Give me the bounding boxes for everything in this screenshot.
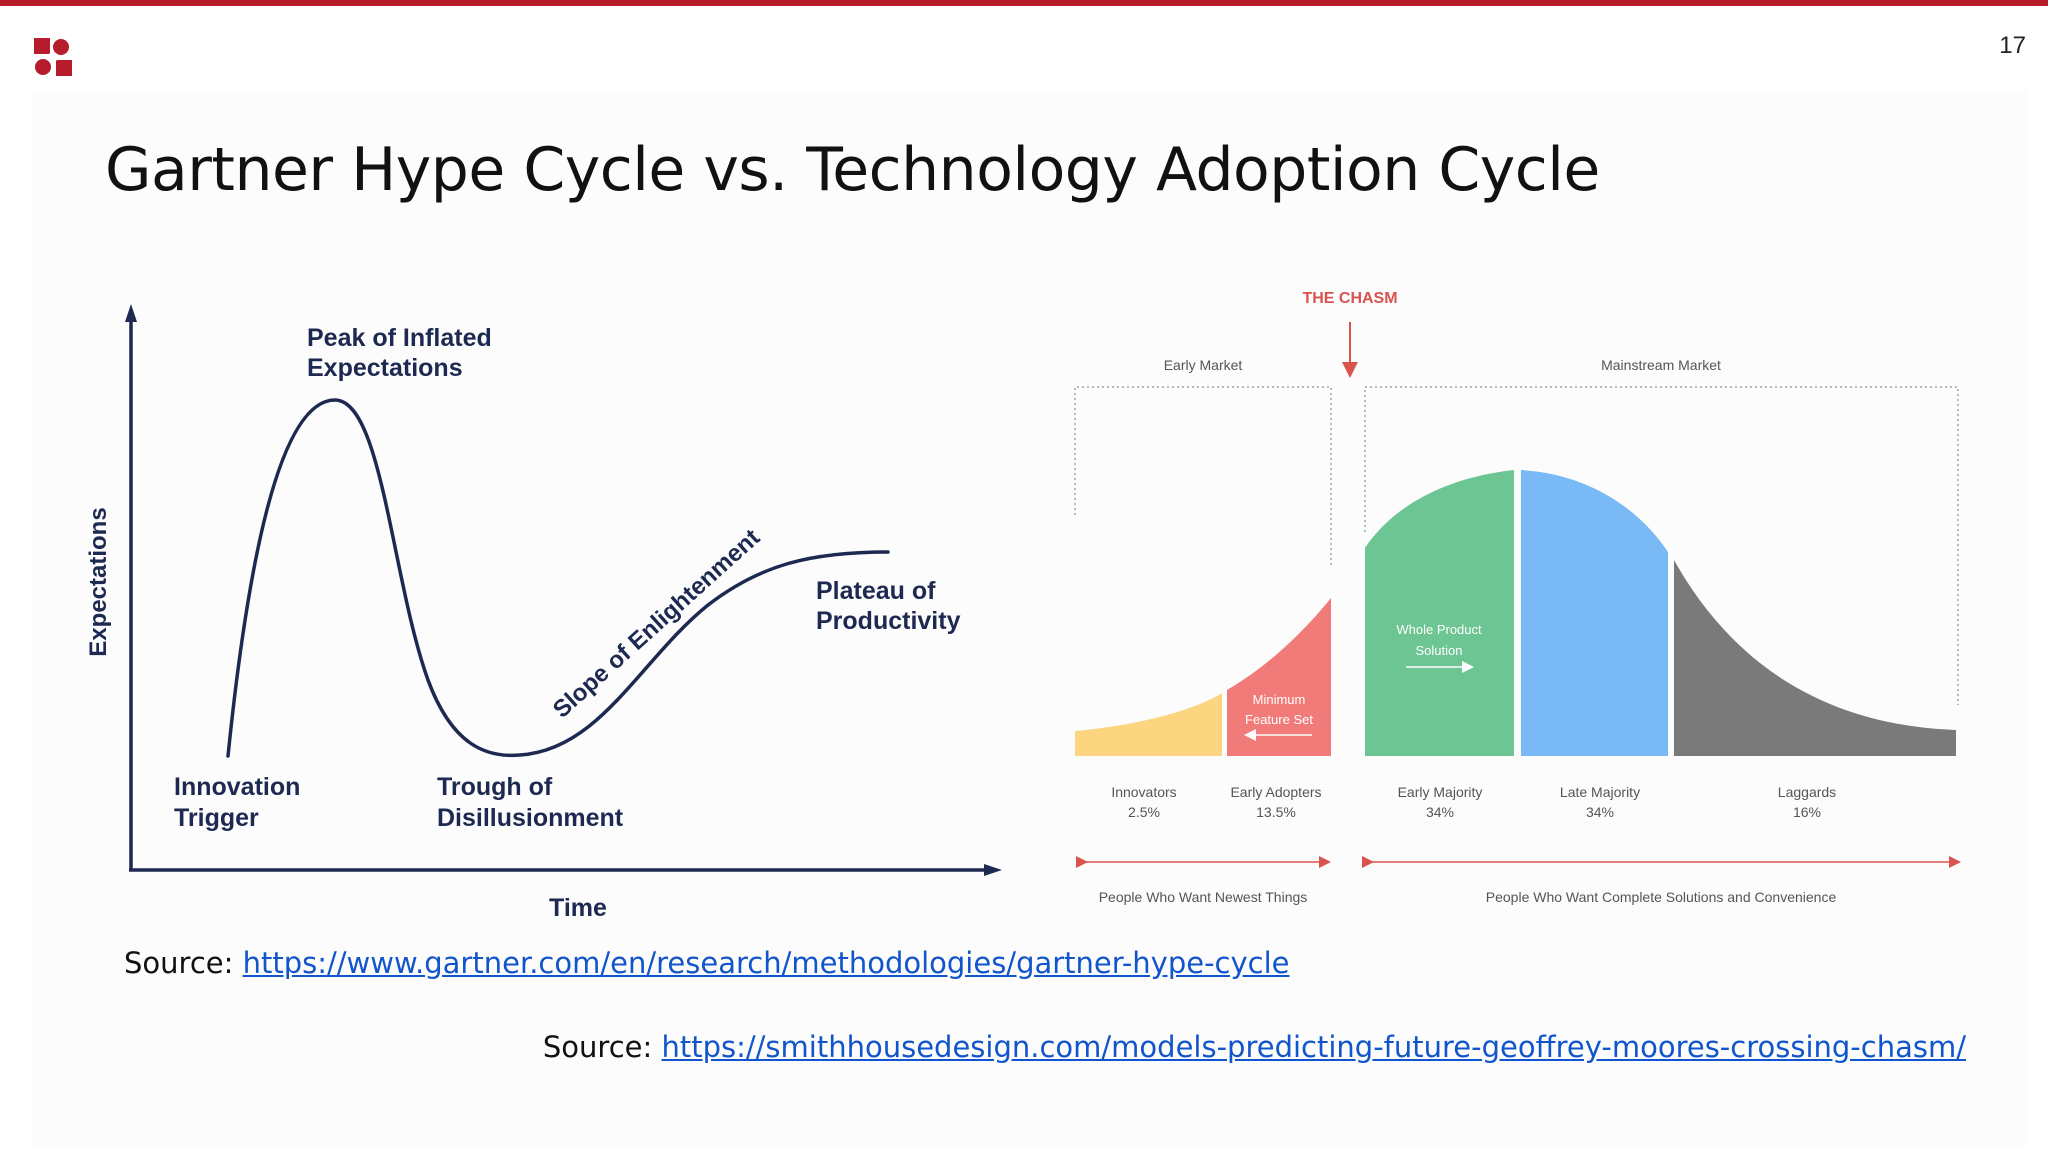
minimum-feature-set-label-line2: Feature Set	[1245, 712, 1313, 727]
company-logo-icon	[34, 38, 72, 76]
segment-innovators-name: Innovators	[1111, 784, 1176, 800]
y-axis-label: Expectations	[85, 507, 112, 656]
phase-trigger-label-line2: Trigger	[174, 804, 259, 832]
x-axis-arrow-icon	[984, 864, 1002, 876]
chasm-source-link[interactable]: https://smithhousedesign.com/models-pred…	[661, 1030, 1966, 1064]
y-axis-arrow-icon	[125, 304, 137, 322]
segment-early-majority-area	[1365, 470, 1514, 756]
chasm-source-line: Source: https://smithhousedesign.com/mod…	[543, 1030, 1966, 1064]
top-accent-bar	[0, 0, 2048, 6]
gartner-source-line: Source: https://www.gartner.com/en/resea…	[124, 946, 1290, 980]
segment-early-majority-name: Early Majority	[1398, 784, 1483, 800]
x-axis-label: Time	[549, 894, 607, 922]
whole-product-solution-label: Whole Product	[1396, 622, 1482, 637]
segment-late-majority-name: Late Majority	[1560, 784, 1640, 800]
phase-slope-label: Slope of Enlightenment	[548, 524, 765, 723]
segment-early-majority-share: 34%	[1426, 804, 1454, 820]
hype-cycle-diagram: Expectations Time Peak of Inflated Expec…	[85, 304, 1002, 922]
chasm-diagram: THE CHASM Early Market Mainstream Market…	[1074, 290, 1961, 905]
chasm-label: THE CHASM	[1302, 290, 1397, 307]
phase-peak-label-line2: Expectations	[307, 354, 463, 382]
early-market-bracket	[1074, 386, 1332, 565]
segment-early-adopters-area	[1227, 598, 1331, 756]
segment-early-adopters-share: 13.5%	[1256, 804, 1296, 820]
phase-plateau-label-line2: Productivity	[816, 607, 961, 635]
slide-title: Gartner Hype Cycle vs. Technology Adopti…	[105, 135, 1600, 205]
phase-plateau-label: Plateau of	[816, 577, 936, 605]
segment-laggards-share: 16%	[1793, 804, 1821, 820]
early-market-label: Early Market	[1164, 357, 1243, 373]
segment-late-majority-area	[1521, 470, 1668, 756]
source-prefix: Source:	[542, 1030, 653, 1064]
mainstream-market-label: Mainstream Market	[1601, 357, 1721, 373]
segment-laggards-name: Laggards	[1778, 784, 1836, 800]
segment-innovators-area	[1075, 693, 1222, 756]
phase-peak-label: Peak of Inflated	[307, 324, 492, 352]
newest-things-label: People Who Want Newest Things	[1099, 889, 1308, 905]
phase-trigger-label: Innovation	[174, 773, 300, 801]
mainstream-market-bracket	[1364, 386, 1959, 705]
complete-solutions-label: People Who Want Complete Solutions and C…	[1486, 889, 1837, 905]
page-number: 17	[1999, 32, 2026, 59]
phase-trough-label-line2: Disillusionment	[437, 804, 624, 832]
gartner-source-link[interactable]: https://www.gartner.com/en/research/meth…	[242, 946, 1290, 980]
phase-trough-label: Trough of	[437, 773, 553, 801]
segment-innovators-share: 2.5%	[1128, 804, 1160, 820]
source-prefix: Source:	[124, 946, 234, 980]
minimum-feature-set-label: Minimum	[1253, 692, 1306, 707]
segment-late-majority-share: 34%	[1586, 804, 1614, 820]
segment-early-adopters-name: Early Adopters	[1230, 784, 1321, 800]
hype-curve	[226, 398, 890, 758]
whole-product-solution-label-line2: Solution	[1416, 643, 1463, 658]
segment-laggards-area	[1674, 560, 1956, 756]
